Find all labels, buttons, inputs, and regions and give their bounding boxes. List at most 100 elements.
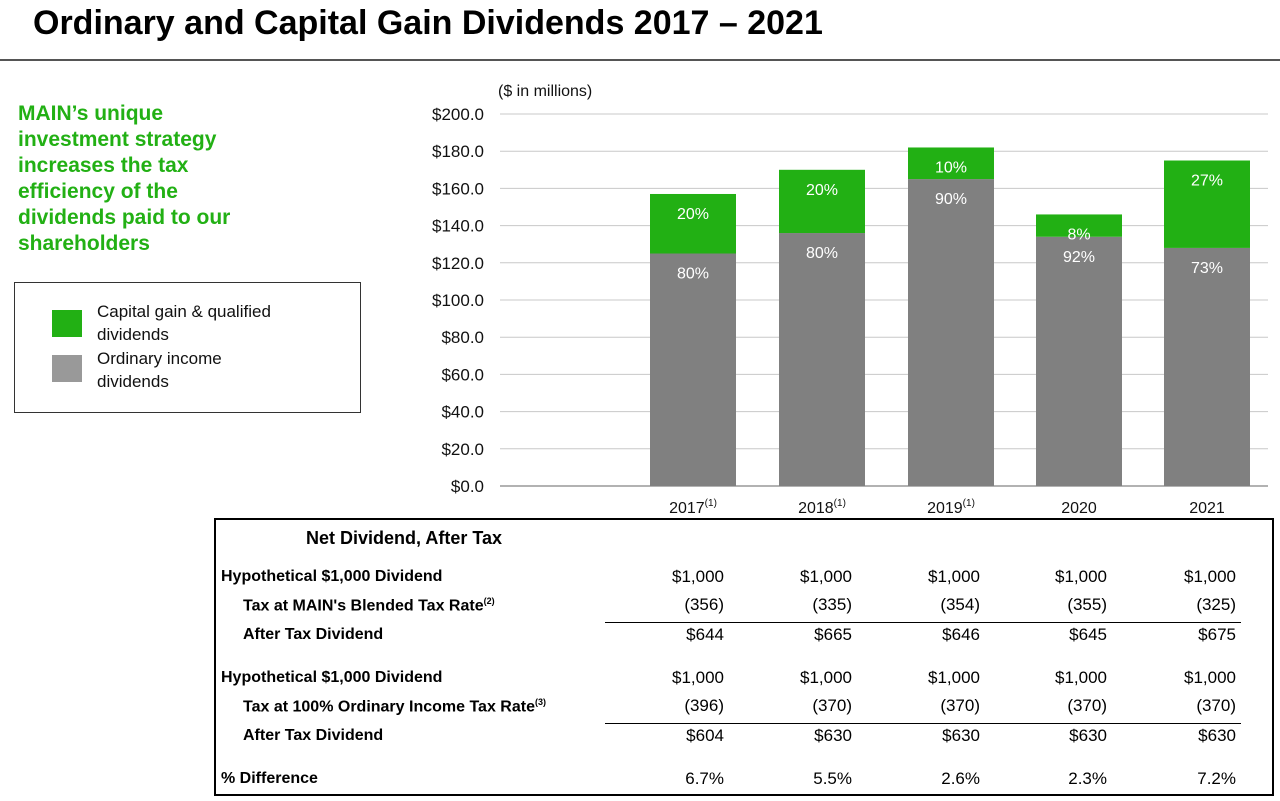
row-label-text: % Difference	[221, 770, 318, 787]
table-cell: $630	[1069, 726, 1107, 745]
table-cell: (370)	[1196, 696, 1236, 715]
data-label-ordinary-income: 80%	[677, 266, 709, 283]
table-cell: $675	[1198, 625, 1236, 644]
y-tick-label: $20.0	[441, 440, 484, 459]
row-label-text: Tax at 100% Ordinary Income Tax Rate	[243, 698, 535, 716]
table-cell: $1,000	[800, 567, 852, 586]
bar-capital-gain	[650, 193, 736, 254]
row-label: After Tax Dividend	[243, 626, 383, 644]
dividends-bar-chart: ($ in millions) $0.0 $20.0 $40.0 $60.0 $80.0…	[432, 83, 1268, 517]
table-cell: $630	[1198, 726, 1236, 745]
y-tick-label: $0.0	[451, 477, 484, 496]
data-label-capital-gain: 20%	[677, 206, 709, 223]
tagline: MAIN’s unique investment strategy increa…	[18, 102, 231, 255]
table-cell: $1,000	[672, 567, 724, 586]
table-cell: 5.5%	[813, 769, 852, 788]
bar-capital-gain	[908, 147, 994, 180]
data-label-ordinary-income: 90%	[935, 191, 967, 208]
table-cell: (370)	[1067, 696, 1107, 715]
table-cell: $646	[942, 625, 980, 644]
table-cell: (356)	[684, 595, 724, 614]
unit-label: ($ in millions)	[498, 83, 592, 100]
table-cell: $1,000	[1055, 668, 1107, 687]
x-tick-label: 2018(1)	[798, 498, 846, 517]
x-tick-label: 2019(1)	[927, 498, 975, 517]
y-tick-label: $180.0	[432, 142, 484, 161]
data-label-ordinary-income: 73%	[1191, 260, 1223, 277]
table-cell: 2.6%	[941, 769, 980, 788]
bar-capital-gain	[1036, 214, 1122, 237]
page-title: Ordinary and Capital Gain Dividends 2017…	[33, 4, 823, 42]
bar-ordinary-income	[779, 233, 865, 486]
table-cell: $665	[814, 625, 852, 644]
bar-ordinary-income	[650, 253, 736, 486]
table-cell: $604	[686, 726, 724, 745]
table-cell: $1,000	[928, 668, 980, 687]
row-label-text: After Tax Dividend	[243, 727, 384, 744]
legend-label-capital-gain: Capital gain & qualified dividends	[97, 302, 271, 344]
row-label: Hypothetical $1,000 Dividend	[221, 568, 442, 586]
x-tick-label: 2017(1)	[669, 498, 717, 517]
y-tick-label: $100.0	[432, 291, 484, 310]
bar-ordinary-income	[1036, 236, 1122, 486]
x-tick-label: 2021	[1189, 500, 1225, 517]
bar-capital-gain	[1164, 160, 1250, 248]
y-tick-label: $160.0	[432, 179, 484, 198]
row-label: % Difference	[221, 770, 318, 788]
row-label-text: Tax at MAIN's Blended Tax Rate	[243, 597, 484, 615]
legend-swatch-ordinary-income	[52, 355, 82, 382]
row-label: After Tax Dividend	[243, 727, 383, 745]
row-label-text: After Tax Dividend	[243, 626, 384, 643]
table-cell: $1,000	[1055, 567, 1107, 586]
table-cell: 2.3%	[1068, 769, 1107, 788]
table-cell: (396)	[684, 696, 724, 715]
table-cell: (325)	[1196, 595, 1236, 614]
subtotal-rule	[605, 723, 1241, 724]
table-cell: $1,000	[800, 668, 852, 687]
table-cell: $1,000	[672, 668, 724, 687]
data-label-ordinary-income: 92%	[1063, 249, 1095, 266]
y-tick-label: $200.0	[432, 105, 484, 124]
legend-label-ordinary-income: Ordinary income dividends	[97, 349, 222, 391]
data-label-capital-gain: 20%	[806, 182, 838, 199]
table-cell: (335)	[812, 595, 852, 614]
y-tick-label: $120.0	[432, 254, 484, 273]
chart-legend: Capital gain & qualified dividends Ordin…	[14, 282, 361, 413]
row-label: Tax at 100% Ordinary Income Tax Rate(3)	[243, 697, 546, 716]
y-tick-label: $40.0	[441, 403, 484, 422]
data-label-capital-gain: 10%	[935, 159, 967, 176]
row-label: Tax at MAIN's Blended Tax Rate(2)	[243, 596, 495, 615]
table-cell: $1,000	[1184, 567, 1236, 586]
data-label-ordinary-income: 80%	[806, 245, 838, 262]
table-cell: $630	[942, 726, 980, 745]
table-cell: $1,000	[1184, 668, 1236, 687]
row-label-text: Hypothetical $1,000 Dividend	[221, 568, 443, 585]
table-cell: 6.7%	[685, 769, 724, 788]
net-dividend-table: Net Dividend, After Tax Hypothetical $1,…	[214, 518, 1274, 796]
table-cell: $644	[686, 625, 724, 644]
y-tick-label: $140.0	[432, 217, 484, 236]
bar-ordinary-income	[1164, 247, 1250, 486]
table-cell: $645	[1069, 625, 1107, 644]
y-tick-label: $80.0	[441, 328, 484, 347]
row-label: Hypothetical $1,000 Dividend	[221, 669, 442, 687]
title-divider	[0, 59, 1280, 61]
table-title: Net Dividend, After Tax	[306, 528, 503, 548]
y-tick-label: $60.0	[441, 365, 484, 384]
table-cell: $1,000	[928, 567, 980, 586]
footnote-marker: (3)	[534, 697, 546, 707]
table-cell: (370)	[812, 696, 852, 715]
data-label-capital-gain: 8%	[1067, 226, 1090, 243]
table-cell: $630	[814, 726, 852, 745]
bar-ordinary-income	[908, 179, 994, 486]
table-cell: 7.2%	[1197, 769, 1236, 788]
table-cell: (370)	[940, 696, 980, 715]
legend-swatch-capital-gain	[52, 310, 82, 337]
bar-capital-gain	[779, 169, 865, 234]
table-cell: (354)	[940, 595, 980, 614]
subtotal-rule	[605, 622, 1241, 623]
table-cell: (355)	[1067, 595, 1107, 614]
x-tick-label: 2020	[1061, 500, 1097, 517]
row-label-text: Hypothetical $1,000 Dividend	[221, 669, 443, 686]
footnote-marker: (2)	[483, 596, 495, 606]
